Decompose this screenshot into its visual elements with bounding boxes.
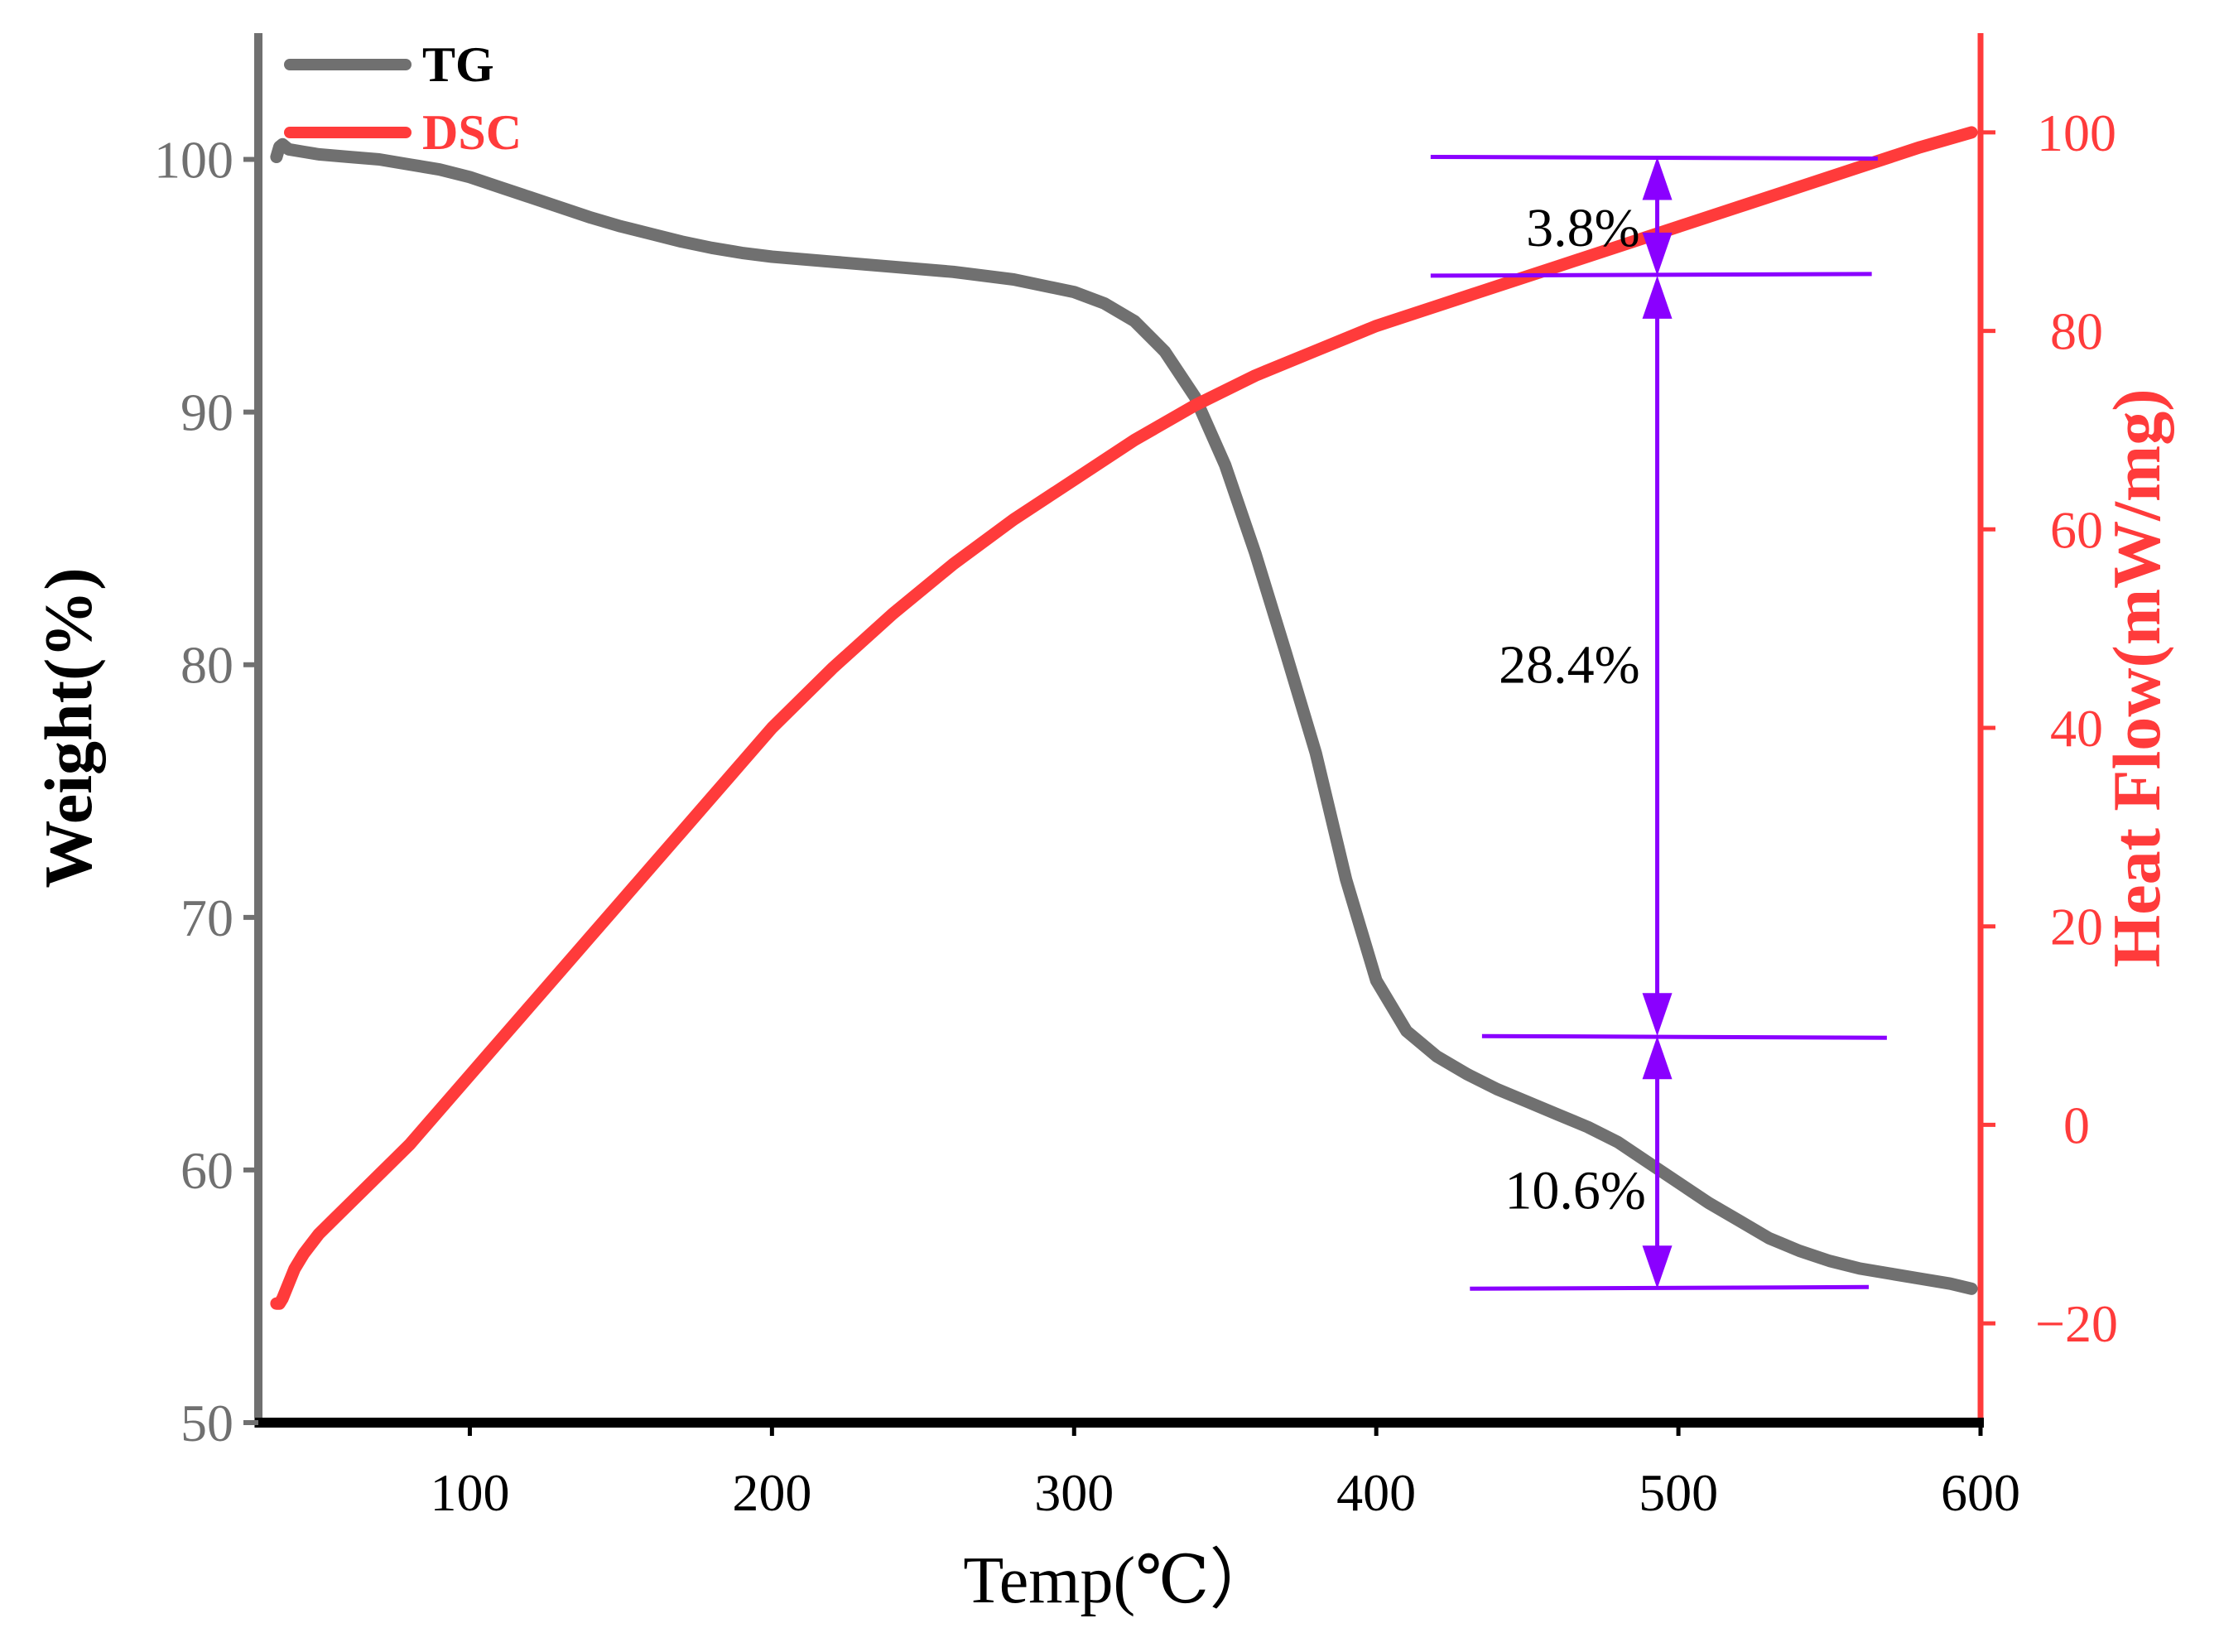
left-tick-label: 60 — [181, 1141, 233, 1200]
x-tick-label: 600 — [1941, 1463, 2020, 1522]
left-tick-label: 50 — [181, 1394, 233, 1452]
right-tick-label: 80 — [2050, 302, 2103, 361]
legend-label-dsc: DSC — [422, 105, 522, 160]
annotation-arrow-head-up — [1642, 275, 1673, 319]
x-tick-label: 200 — [732, 1463, 811, 1522]
annotation-level-line — [1430, 154, 1878, 161]
left-tick-label: 80 — [181, 636, 233, 695]
right-tick-label: 20 — [2050, 898, 2103, 956]
annotation-arrow-head-down — [1642, 232, 1673, 276]
left-tick-label: 100 — [154, 131, 233, 190]
right-tick-label: 0 — [2063, 1096, 2090, 1154]
annotation-arrow-head-down — [1642, 1245, 1673, 1289]
x-tick-label: 500 — [1639, 1463, 1718, 1522]
right-tick-label: 60 — [2050, 500, 2103, 559]
annotation-level-line — [1481, 1033, 1887, 1040]
x-tick-label: 400 — [1336, 1463, 1416, 1522]
dsc-series-line — [270, 126, 1978, 1310]
right-axis-title: Heat Flow(mW/mg) — [2099, 388, 2174, 967]
annotation-label: 3.8% — [1526, 198, 1639, 258]
annotation-label: 10.6% — [1504, 1160, 1645, 1221]
annotation-label: 28.4% — [1499, 635, 1639, 696]
annotation-level-line — [1470, 1284, 1869, 1291]
annotation-level-line — [1430, 272, 1872, 278]
annotation-arrow-head-down — [1642, 993, 1673, 1037]
x-axis-title: Temp(℃） — [963, 1544, 1275, 1617]
tg-series-line — [270, 137, 1978, 1295]
x-tick-label: 100 — [430, 1463, 509, 1522]
legend-label-tg: TG — [422, 37, 494, 92]
left-tick-label: 90 — [181, 383, 233, 442]
left-tick-label: 70 — [181, 889, 233, 947]
right-tick-label: 40 — [2050, 699, 2103, 758]
annotation-arrow-head-up — [1642, 157, 1673, 200]
right-tick-label: −20 — [2035, 1294, 2118, 1353]
x-tick-label: 300 — [1034, 1463, 1114, 1522]
left-axis-title: Weight(%) — [31, 567, 106, 888]
right-tick-label: 100 — [2037, 104, 2116, 162]
annotation-arrow-head-up — [1642, 1036, 1673, 1080]
